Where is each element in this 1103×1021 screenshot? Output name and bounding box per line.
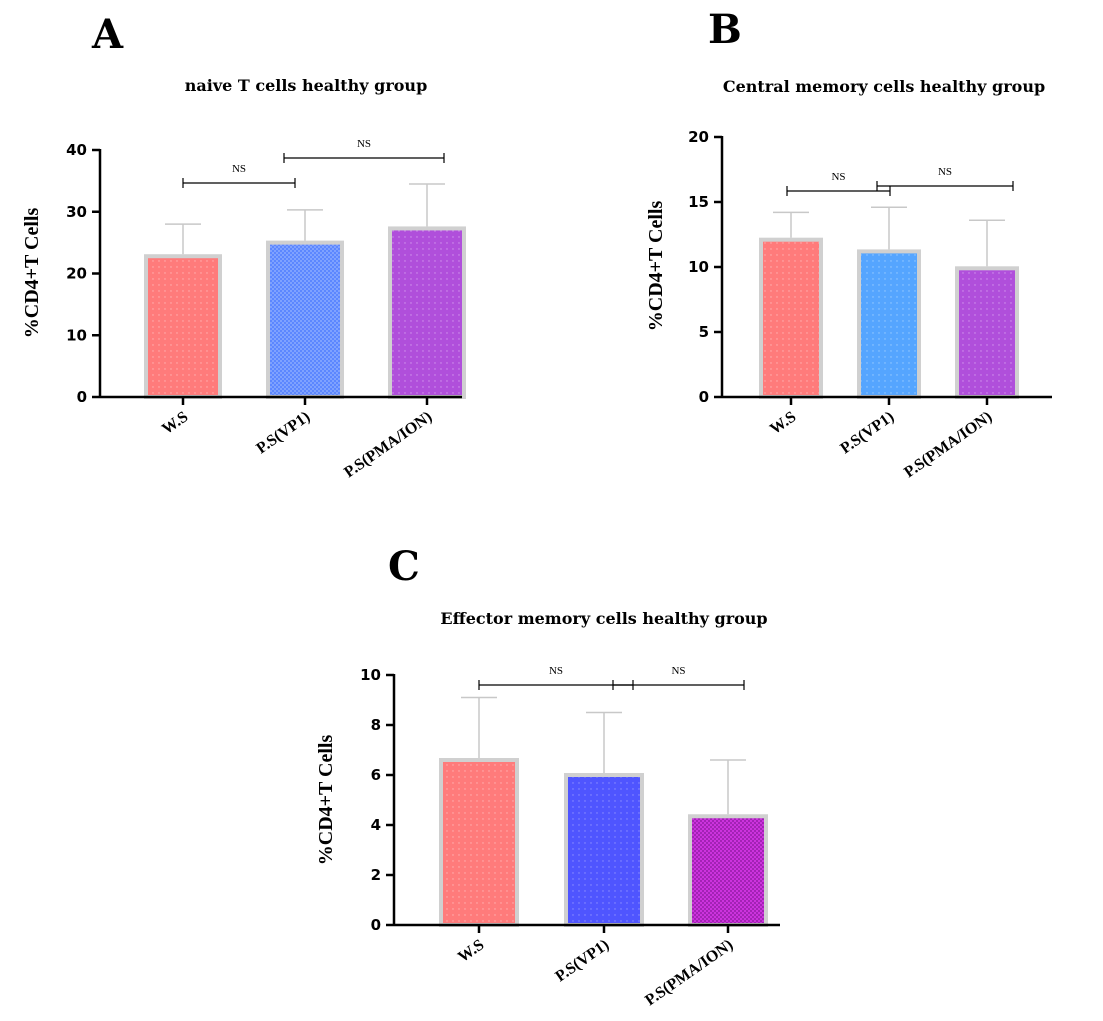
y-tick-label-a-30: 30 — [66, 203, 87, 221]
panel-letter-b: B — [708, 6, 742, 53]
x-tick-label-c-ws: W.S — [455, 936, 487, 966]
panel-c: C Effector memory cells healthy group %C… — [315, 543, 780, 1009]
panel-a: A naive T cells healthy group %CD4+T Cel… — [21, 11, 466, 481]
sig-label-a-1: NS — [232, 163, 246, 175]
plot-area-b: 0 5 10 15 20 W.S P.S(VP1) P.S(PMA/ION) NS NS — [688, 128, 1052, 481]
bar-a-pma-ion — [388, 226, 466, 399]
y-axis-label-c: %CD4+T Cells — [315, 735, 337, 866]
x-tick-label-a-ws: W.S — [159, 408, 191, 438]
sig-label-c-1: NS — [549, 665, 563, 677]
bar-c-vp1 — [564, 773, 644, 927]
x-tick-label-a-pma-ion: P.S(PMA/ION) — [341, 408, 435, 481]
chart-title-b: Central memory cells healthy group — [723, 77, 1045, 96]
sig-label-a-2: NS — [357, 138, 371, 150]
panel-letter-c: C — [388, 543, 420, 590]
sig-label-b-2: NS — [938, 166, 952, 178]
sig-label-b-1: NS — [831, 171, 845, 183]
x-tick-label-b-pma-ion: P.S(PMA/ION) — [901, 408, 995, 481]
y-tick-label-a-20: 20 — [66, 265, 87, 283]
plot-area-a: 0 10 20 30 40 W.S P.S(VP1) P.S(PMA/ION) NS NS — [66, 138, 466, 481]
y-tick-label-c-4: 4 — [371, 816, 381, 834]
bar-c-pma-ion — [688, 814, 768, 927]
y-tick-label-c-8: 8 — [371, 716, 381, 734]
y-tick-label-a-40: 40 — [66, 141, 87, 159]
sig-label-c-2: NS — [671, 665, 685, 677]
x-tick-label-c-vp1: P.S(VP1) — [552, 936, 612, 985]
x-tick-label-a-vp1: P.S(VP1) — [253, 408, 313, 457]
x-tick-label-b-ws: W.S — [767, 408, 799, 438]
x-tick-label-b-vp1: P.S(VP1) — [837, 408, 897, 457]
y-axis-label-a: %CD4+T Cells — [21, 208, 43, 339]
y-tick-label-b-5: 5 — [699, 323, 709, 341]
y-tick-label-b-10: 10 — [688, 258, 709, 276]
panel-b: B Central memory cells healthy group %CD… — [645, 6, 1052, 481]
bar-b-ws — [759, 237, 823, 399]
y-tick-label-c-6: 6 — [371, 766, 381, 784]
bar-a-vp1 — [266, 240, 344, 399]
y-tick-label-b-20: 20 — [688, 128, 709, 146]
y-axis-label-b: %CD4+T Cells — [645, 201, 667, 332]
bar-b-pma-ion — [955, 266, 1019, 399]
y-tick-label-b-0: 0 — [699, 388, 709, 406]
y-tick-label-c-0: 0 — [371, 916, 381, 934]
chart-title-c: Effector memory cells healthy group — [440, 609, 767, 628]
bar-b-vp1 — [857, 249, 921, 399]
y-tick-label-c-2: 2 — [371, 866, 381, 884]
bar-c-ws — [439, 758, 519, 927]
y-tick-label-a-10: 10 — [66, 326, 87, 344]
chart-title-a: naive T cells healthy group — [185, 76, 428, 95]
panel-letter-a: A — [91, 11, 124, 58]
y-tick-label-c-10: 10 — [360, 666, 381, 684]
y-tick-label-b-15: 15 — [688, 193, 709, 211]
bar-a-ws — [144, 254, 222, 399]
plot-area-c: 0 2 4 6 8 10 W.S P.S(VP1) P.S(PMA/ION) NS NS — [360, 665, 780, 1009]
x-tick-label-c-pma-ion: P.S(PMA/ION) — [642, 936, 736, 1009]
y-tick-label-a-0: 0 — [77, 388, 87, 406]
